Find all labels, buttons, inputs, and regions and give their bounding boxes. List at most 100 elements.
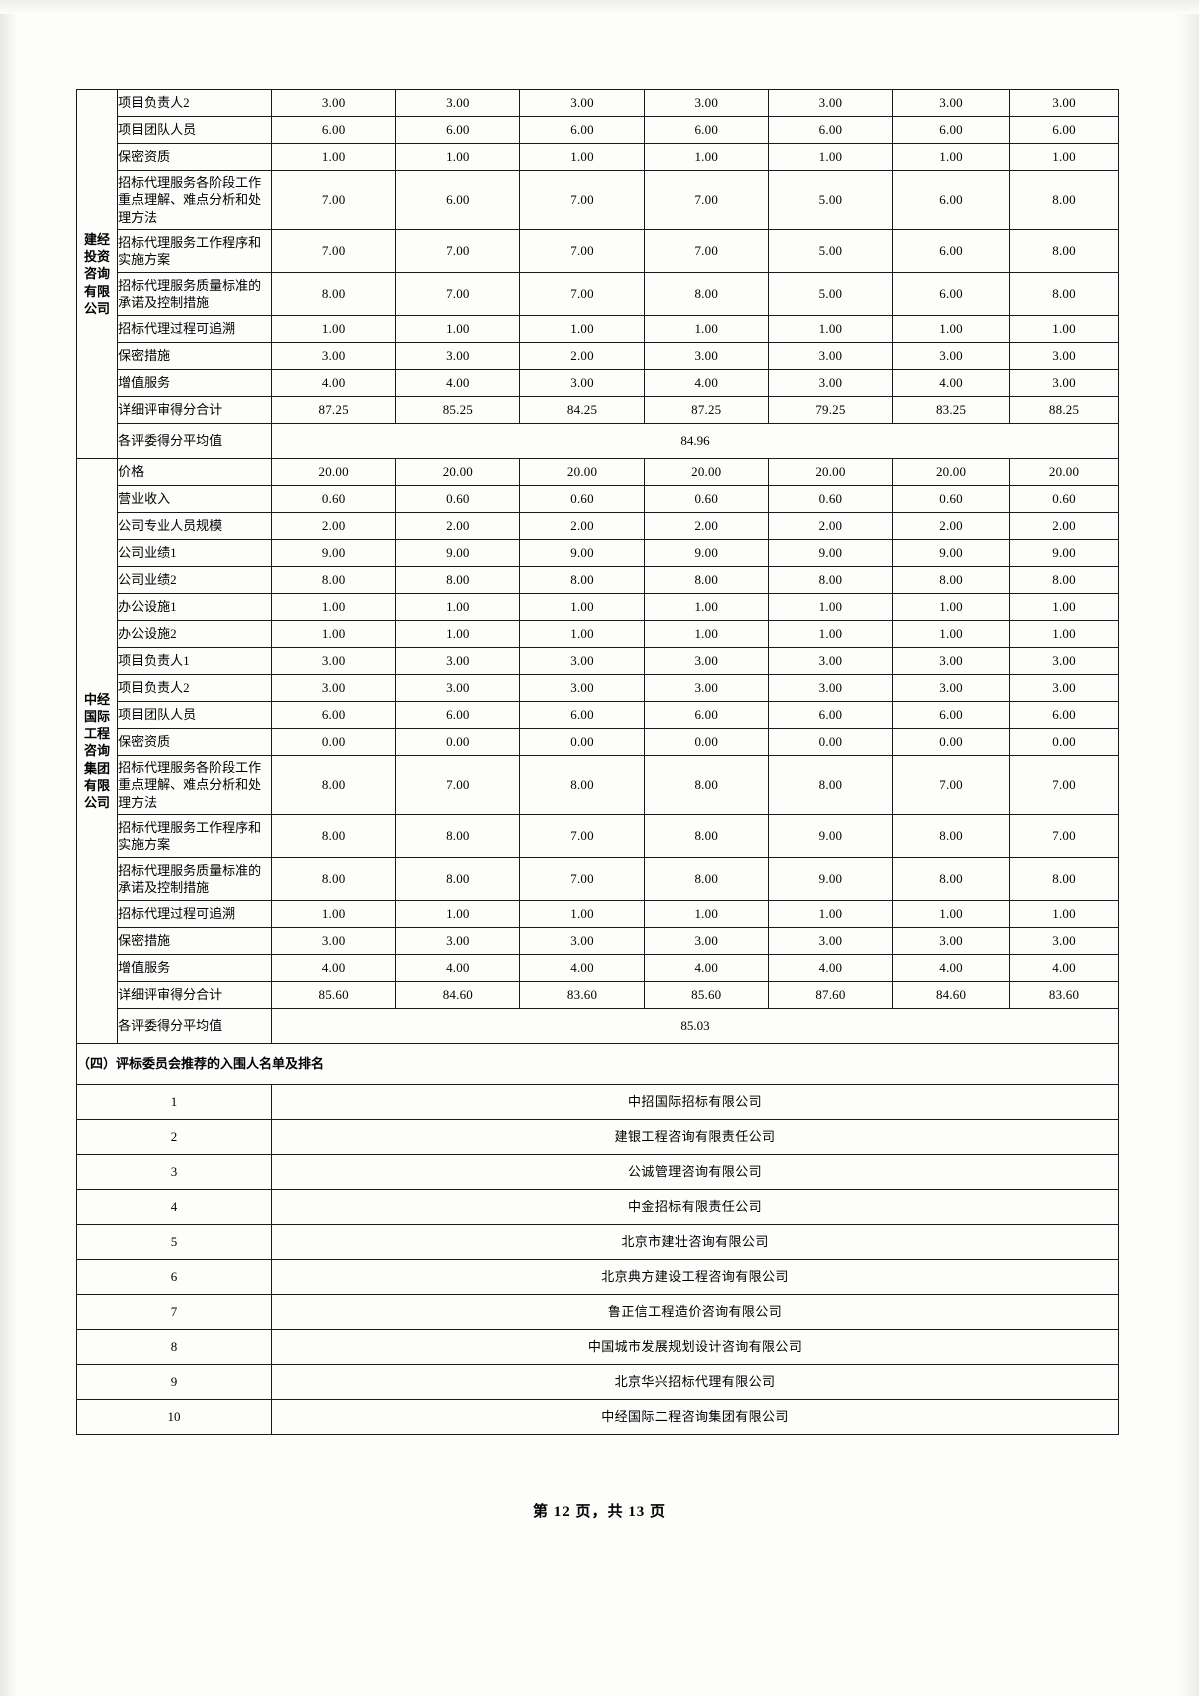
score-cell: 88.25 [1009,396,1119,424]
score-cell: 8.00 [643,566,769,594]
score-cell: 1.00 [1009,143,1119,171]
score-cell: 1.00 [643,900,769,928]
score-cell: 4.00 [892,954,1011,982]
score-cell: 6.00 [395,116,521,144]
criterion-label: 项目团队人员 [117,701,273,729]
table-row: 招标代理过程可追溯 1.00 1.00 1.00 1.00 1.00 1.00 1.00 [77,315,1119,343]
score-cell: 84.60 [892,981,1011,1009]
score-cell: 0.00 [767,728,894,756]
score-cell: 20.00 [892,458,1011,486]
score-cell: 85.60 [643,981,769,1009]
score-cell: 4.00 [271,369,397,397]
shortlist-row: 2 建银工程咨询有限责任公司 [75,1119,1119,1155]
criterion-label: 招标代理过程可追溯 [117,315,273,343]
shortlist-row: 1 中招国际招标有限公司 [75,1084,1119,1120]
score-cell: 2.00 [271,512,397,540]
shortlist-company-name: 中金招标有限责任公司 [271,1189,1119,1225]
score-cell: 9.00 [892,539,1011,567]
score-cell: 6.00 [767,116,894,144]
score-cell: 7.00 [395,755,521,815]
score-cell: 2.00 [395,512,521,540]
score-cell: 0.00 [892,728,1011,756]
shortlist-row: 5 北京市建壮咨询有限公司 [75,1224,1119,1260]
shortlist-company-name: 北京华兴招标代理有限公司 [271,1364,1119,1400]
score-cell: 3.00 [519,89,645,117]
score-cell: 7.00 [519,272,645,316]
score-cell: 7.00 [892,755,1011,815]
score-cell: 1.00 [395,315,521,343]
shortlist-rank: 9 [75,1364,273,1400]
score-cell: 4.00 [395,369,521,397]
shortlist-row: 7 鲁正信工程造价咨询有限公司 [75,1294,1119,1330]
score-cell: 3.00 [519,369,645,397]
score-cell: 1.00 [271,620,397,648]
criterion-label: 项目负责人2 [117,674,273,702]
criterion-label: 招标代理服务质量标准的承诺及控制措施 [117,857,273,901]
score-cell: 9.00 [643,539,769,567]
criterion-label: 营业收入 [117,485,273,513]
score-cell: 9.00 [395,539,521,567]
table-row: 建经 投资 咨询 有限 公司 项目负责人2 3.00 3.00 3.00 3.00 3.00 3.00… [75,89,1119,459]
score-cell: 8.00 [1009,857,1119,901]
criterion-label: 公司业绩1 [117,539,273,567]
criterion-label: 保密资质 [117,728,273,756]
score-cell: 3.00 [1009,342,1119,370]
score-cell: 87.25 [643,396,769,424]
score-cell: 6.00 [892,229,1011,273]
score-cell: 1.00 [271,900,397,928]
score-cell: 8.00 [643,755,769,815]
score-cell: 3.00 [767,647,894,675]
score-cell: 2.00 [1009,512,1119,540]
scan-edge-top [0,0,1199,14]
score-cell: 83.25 [892,396,1011,424]
score-cell: 3.00 [643,927,769,955]
score-cell: 1.00 [892,593,1011,621]
criterion-label: 公司专业人员规模 [117,512,273,540]
score-cell: 8.00 [271,272,397,316]
score-cell: 3.00 [643,89,769,117]
score-cell: 8.00 [892,566,1011,594]
score-cell: 3.00 [1009,674,1119,702]
company-name-line: 中经 [84,691,111,707]
table-row: 保密资质 1.00 1.00 1.00 1.00 1.00 1.00 1.00 [77,143,1119,171]
score-cell: 8.00 [395,857,521,901]
criterion-label: 详细评审得分合计 [117,981,273,1009]
criterion-label: 办公设施1 [117,593,273,621]
score-cell: 0.00 [519,728,645,756]
scan-edge-left [0,0,18,1696]
shortlist-rank: 10 [75,1399,273,1435]
company-name-line: 公司 [84,794,111,810]
score-cell: 3.00 [767,369,894,397]
score-cell: 3.00 [767,674,894,702]
score-cell: 8.00 [271,814,397,858]
shortlist-rank: 2 [75,1119,273,1155]
score-cell: 7.00 [519,170,645,230]
company-name-line: 工程 [84,726,111,742]
score-cell: 9.00 [271,539,397,567]
score-cell: 6.00 [1009,701,1119,729]
score-cell: 1.00 [643,620,769,648]
score-cell: 1.00 [892,143,1011,171]
average-row: 各评委得分平均值 84.96 [77,423,1119,459]
criterion-label: 保密措施 [117,342,273,370]
shortlist-company-name: 中国城市发展规划设计咨询有限公司 [271,1329,1119,1365]
score-cell: 0.60 [767,485,894,513]
score-cell: 5.00 [767,229,894,273]
score-cell: 7.00 [519,229,645,273]
table-row: 办公设施2 1.00 1.00 1.00 1.00 1.00 1.00 1.00 [77,620,1119,648]
score-cell: 1.00 [1009,315,1119,343]
score-cell: 1.00 [395,620,521,648]
score-cell: 0.60 [643,485,769,513]
shortlist-rank: 1 [75,1084,273,1120]
score-cell: 5.00 [767,170,894,230]
score-cell: 6.00 [271,701,397,729]
score-cell: 6.00 [892,116,1011,144]
criterion-label: 价格 [117,458,273,486]
score-cell: 3.00 [519,674,645,702]
table-row: 招标代理服务各阶段工作重点理解、难点分析和处理方法 8.00 7.00 8.00 8.0… [77,755,1119,815]
company-name-line: 建经 [84,232,111,248]
score-cell: 1.00 [519,315,645,343]
shortlist-company-name: 建银工程咨询有限责任公司 [271,1119,1119,1155]
score-cell: 8.00 [1009,272,1119,316]
score-cell: 9.00 [767,857,894,901]
